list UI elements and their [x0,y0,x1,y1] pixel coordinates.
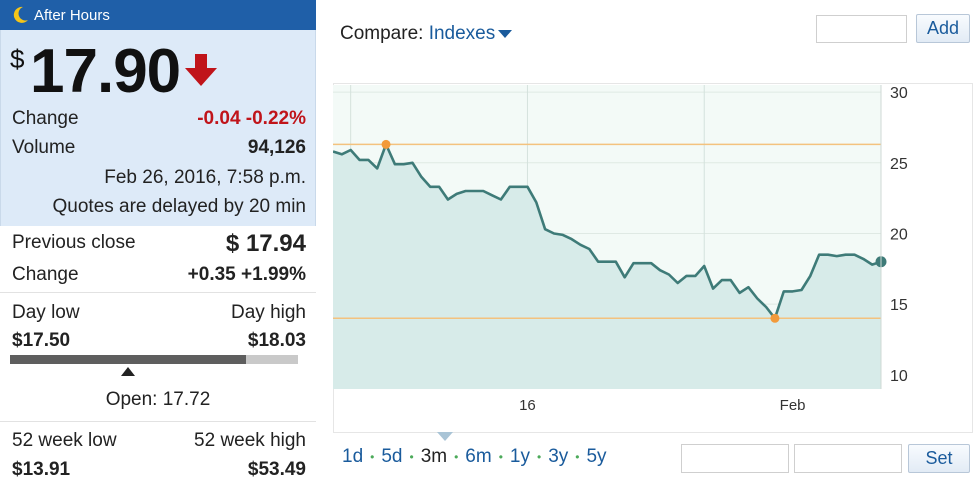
week52-labels: 52 week low 52 week high [12,430,306,454]
y-tick-label: 15 [890,297,908,314]
day-low-value: $17.50 [12,330,71,351]
y-tick-label: 20 [890,226,908,243]
ah-volume-value: 94,126 [247,137,306,158]
regular-change-row: Change +0.35 +1.99% [12,264,306,288]
range-link-6m[interactable]: 6m [465,446,492,467]
week52-high-value: $53.49 [247,459,306,480]
y-axis-ticks: 30 25 20 15 10 [880,85,908,389]
regular-change-value: +0.35 +1.99% [187,264,306,285]
ah-volume-row: Volume 94,126 [12,137,306,161]
ah-change-label: Change [12,108,79,129]
range-separator: • [536,449,542,464]
date-to-input[interactable] [794,444,902,473]
delay-note: Quotes are delayed by 20 min [52,196,307,217]
compare-text: Compare: [340,23,424,44]
reference-lines [333,143,881,320]
compare-label: Compare: Indexes [340,23,513,45]
regular-change-label: Change [12,264,79,285]
quote-panel: After Hours $ 17.90 Change -0.04 -0.22% … [0,0,316,484]
high-point-marker [381,139,391,149]
price-chart[interactable]: 30 25 20 15 10 16 Feb [333,83,973,433]
x-axis-ticks: 16 Feb [519,397,805,414]
prev-close-value: $ 17.94 [225,230,306,257]
y-tick-label: 25 [890,156,908,173]
range-indicator-icon [437,432,453,441]
ah-timestamp: Feb 26, 2016, 7:58 p.m. [104,167,306,188]
down-arrow-icon [185,54,217,86]
price-currency-symbol: $ [10,44,25,74]
prev-close-label: Previous close [12,232,136,253]
compare-symbol-input[interactable] [816,15,907,43]
week52-low-label: 52 week low [12,430,117,451]
day-high-label: Day high [231,302,306,323]
caret-down-icon [498,29,513,38]
week52-low-value: $13.91 [12,459,71,480]
y-tick-label: 30 [890,85,908,102]
price-area-fill [333,144,881,389]
open-price-marker-icon [121,367,136,376]
moon-icon [13,6,28,23]
day-low-label: Day low [12,302,80,323]
day-range-labels: Day low Day high [12,302,306,326]
day-high-value: $18.03 [247,330,306,351]
y-tick-label: 10 [890,368,908,385]
date-from-input[interactable] [681,444,789,473]
week52-high-label: 52 week high [194,430,306,451]
price-line [333,143,882,320]
x-tick-label: 16 [519,397,536,414]
day-range-values: $17.50 $18.03 [12,330,306,354]
range-link-5y[interactable]: 5y [586,446,607,467]
delay-note-row: Quotes are delayed by 20 min [12,196,307,220]
ah-change-value: -0.04 -0.22% [197,108,306,129]
range-separator: • [454,449,459,464]
range-link-3y[interactable]: 3y [548,446,569,467]
price-area [333,144,881,389]
range-link-5d[interactable]: 5d [381,446,403,467]
range-separator: • [498,449,503,464]
range-separator: • [370,449,375,464]
add-button[interactable]: Add [916,14,970,43]
compare-indexes-dropdown[interactable]: Indexes [429,23,513,44]
prev-close-row: Previous close $ 17.94 [12,230,306,257]
ah-timestamp-row: Feb 26, 2016, 7:58 p.m. [12,167,306,191]
after-hours-box [0,30,316,226]
day-range-fill [10,355,247,364]
range-link-1d[interactable]: 1d [342,446,364,467]
ah-volume-label: Volume [12,137,76,158]
x-tick-label: Feb [780,397,806,414]
after-hours-title: After Hours [34,7,110,24]
range-separator: • [409,449,414,464]
after-hours-header: After Hours [0,0,316,30]
week52-values: $13.91 $53.49 [12,459,306,483]
range-link-1y[interactable]: 1y [509,446,530,467]
ah-change-row: Change -0.04 -0.22% [12,108,306,132]
open-price: Open: 17.72 [105,389,211,410]
divider [0,292,316,293]
last-price: 17.90 [30,37,181,106]
low-point-marker [770,313,780,323]
range-selector: 1d • 5d • 3m • 6m • 1y • 3y • 5y [342,446,607,468]
set-button[interactable]: Set [908,444,970,473]
price-line-path [333,143,882,320]
range-separator: • [575,449,580,464]
divider [0,421,316,422]
compare-indexes-label: Indexes [428,23,496,44]
range-link-3m[interactable]: 3m [420,446,448,467]
